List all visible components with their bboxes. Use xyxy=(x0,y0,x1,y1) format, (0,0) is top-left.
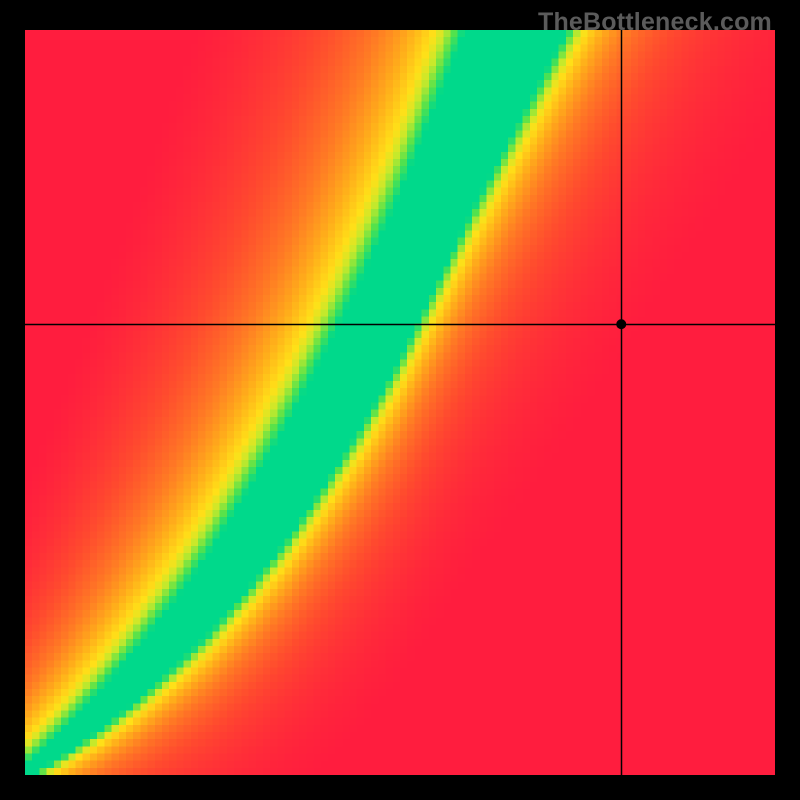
chart-container: TheBottleneck.com xyxy=(0,0,800,800)
crosshair-overlay xyxy=(25,30,775,775)
watermark-text: TheBottleneck.com xyxy=(538,8,772,37)
